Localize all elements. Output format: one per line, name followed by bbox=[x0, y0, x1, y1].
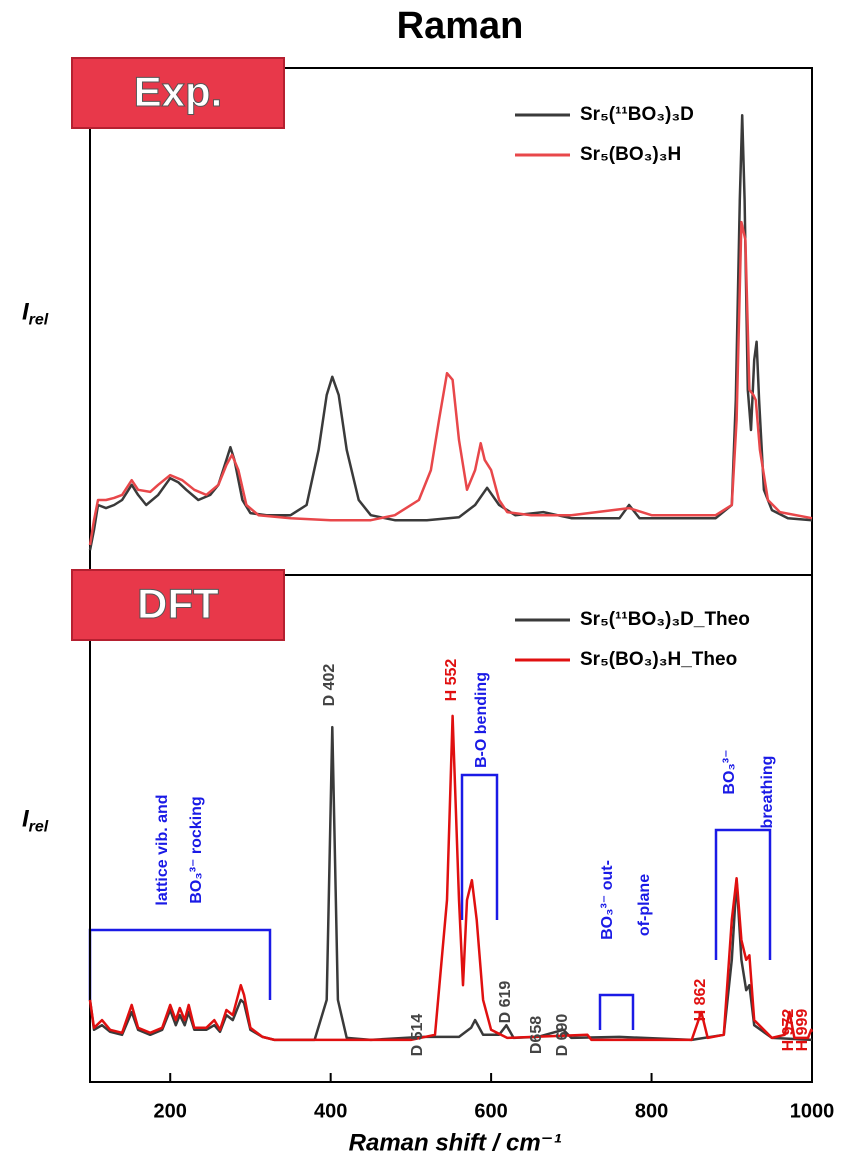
annotation: D658 bbox=[528, 1016, 545, 1054]
x-tick-label: 400 bbox=[314, 1100, 347, 1122]
annotation: D 514 bbox=[409, 1014, 426, 1057]
chart-title: Raman bbox=[397, 5, 524, 47]
x-tick-label: 200 bbox=[154, 1100, 187, 1122]
x-tick-label: 800 bbox=[635, 1100, 668, 1122]
badge-label: Exp. bbox=[134, 68, 223, 115]
annotation: of-plane bbox=[636, 874, 653, 936]
y-axis-label-main: I bbox=[22, 806, 30, 833]
y-axis-label-main: I bbox=[22, 299, 30, 326]
series-line bbox=[88, 725, 813, 1042]
annotation: breathing bbox=[759, 756, 776, 829]
annotation: H 552 bbox=[443, 659, 460, 702]
legend-label: Sr₅(BO₃)₃H bbox=[580, 144, 681, 165]
annotation: H 972 bbox=[780, 1009, 797, 1052]
annotation: H 862 bbox=[692, 979, 709, 1022]
y-axis-label: Irel bbox=[22, 299, 49, 329]
annotation: D 402 bbox=[321, 664, 338, 707]
annotation: D 619 bbox=[497, 981, 514, 1024]
series-line bbox=[88, 113, 813, 551]
series-line bbox=[88, 220, 813, 546]
y-axis-label: Irel bbox=[22, 806, 49, 836]
legend-label: Sr₅(¹¹BO₃)₃D bbox=[580, 104, 694, 125]
badge-label: DFT bbox=[137, 580, 219, 627]
annotation: D 690 bbox=[554, 1014, 571, 1057]
legend-label: Sr₅(BO₃)₃H_Theo bbox=[580, 649, 737, 670]
bracket bbox=[460, 773, 499, 920]
x-tick-label: 600 bbox=[474, 1100, 507, 1122]
annotation: lattice vib. and bbox=[154, 794, 171, 905]
y-axis-label-sub: rel bbox=[29, 312, 49, 329]
annotation: BO₃³⁻ rocking bbox=[188, 796, 205, 903]
annotation: BO₃³⁻ out- bbox=[599, 860, 616, 940]
annotation: BO₃³⁻ bbox=[721, 749, 738, 794]
annotation: B-O bending bbox=[473, 672, 490, 768]
x-axis-label: Raman shift / cm⁻¹ bbox=[349, 1129, 562, 1156]
badge bbox=[71, 569, 285, 641]
x-tick-label: 1000 bbox=[790, 1100, 835, 1122]
badge bbox=[71, 57, 285, 129]
plot-frame bbox=[89, 574, 813, 1083]
annotation: H 999 bbox=[794, 1009, 811, 1052]
bracket bbox=[714, 828, 772, 960]
y-axis-label-sub: rel bbox=[29, 819, 49, 836]
series-line bbox=[88, 714, 814, 1042]
legend-label: Sr₅(¹¹BO₃)₃D_Theo bbox=[580, 609, 750, 630]
bracket bbox=[598, 993, 635, 1030]
